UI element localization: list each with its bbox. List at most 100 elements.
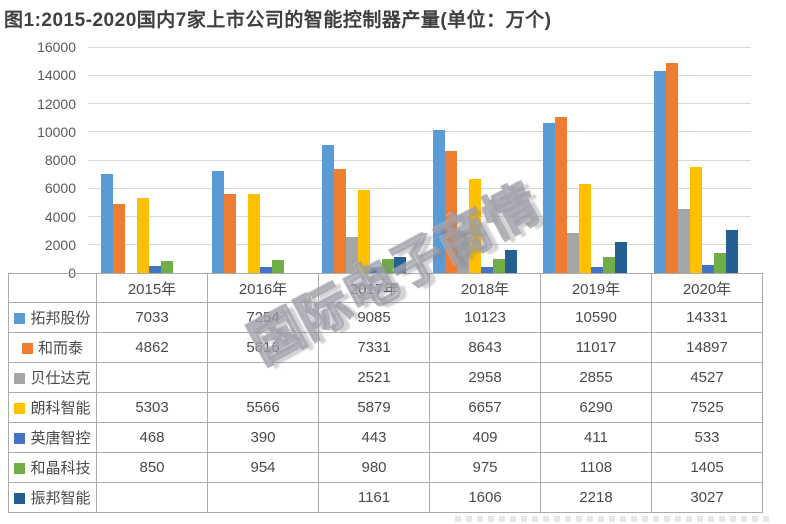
bar-贝仕达克 — [677, 209, 690, 273]
bar-slot — [504, 250, 517, 273]
bar-slot — [358, 190, 371, 273]
bar-振邦智能 — [394, 257, 407, 273]
value-cell: 5879 — [318, 392, 430, 423]
series-name: 贝仕达克 — [30, 370, 91, 387]
table-row-朗科智能: 朗科智能 5303 5566 5879 6657 6290 7525 — [8, 392, 763, 423]
series-name: 朗科智能 — [30, 400, 91, 417]
legend-cell: 和而泰 — [8, 332, 97, 363]
bar-slot — [394, 257, 407, 273]
figure-title: 图1:2015-2020国内7家上市公司的智能控制器产量(单位：万个) — [4, 10, 552, 31]
series-name: 和而泰 — [37, 340, 83, 357]
bar-slot — [579, 184, 592, 273]
legend-cell: 朗科智能 — [8, 392, 97, 423]
value-cell: 9085 — [318, 302, 430, 333]
bar-slot — [432, 130, 445, 273]
bar-slot — [322, 145, 335, 273]
bar-slot — [211, 171, 224, 273]
table-row-拓邦股份: 拓邦股份 7033 7254 9085 10123 10590 14331 — [8, 302, 763, 333]
value-cell — [207, 362, 319, 393]
gridline — [88, 187, 751, 189]
value-cell: 3027 — [651, 482, 763, 513]
value-cell: 2855 — [540, 362, 652, 393]
value-cell: 5616 — [207, 332, 319, 363]
bar-group-2018年 — [420, 47, 531, 273]
y-axis-tick-label: 14000 — [37, 67, 76, 84]
value-cell: 409 — [429, 422, 541, 453]
y-axis-tick-label: 8000 — [44, 152, 76, 168]
bar-和晶科技 — [603, 257, 616, 273]
bar-振邦智能 — [504, 250, 517, 273]
value-cell: 11017 — [540, 332, 652, 363]
series-name: 英唐智控 — [30, 430, 91, 447]
value-cell: 980 — [318, 452, 430, 483]
bar-slot — [113, 204, 126, 273]
bar-slot — [665, 63, 678, 273]
table-corner-cell — [8, 273, 97, 303]
bar-朗科智能 — [468, 179, 481, 273]
bar-和而泰 — [113, 204, 126, 273]
bar-slot — [346, 237, 359, 273]
bar-slot — [615, 242, 628, 273]
bar-slot — [137, 198, 150, 273]
bar-和而泰 — [334, 169, 347, 273]
value-cell: 10590 — [540, 302, 652, 333]
data-table: 2015年 2016年 2017年 2018年 2019年 2020年 拓邦股份 7033 72… — [8, 273, 763, 513]
bar-slot — [701, 265, 714, 273]
value-cell: 6657 — [429, 392, 541, 423]
y-axis-tick-label: 6000 — [44, 180, 76, 197]
faint-source-text-cropped — [455, 516, 772, 522]
bar-和晶科技 — [382, 259, 395, 273]
bar-拓邦股份 — [211, 171, 224, 273]
value-cell: 2218 — [540, 482, 652, 513]
year-header-cell: 2015年 — [96, 273, 208, 303]
bar-slot — [149, 266, 162, 273]
bar-slot — [468, 179, 481, 273]
bar-和而泰 — [223, 194, 236, 273]
series-swatch-icon — [14, 433, 26, 444]
value-cell: 390 — [207, 422, 319, 453]
value-cell: 975 — [429, 452, 541, 483]
bar-英唐智控 — [480, 267, 493, 273]
bar-slot — [725, 230, 738, 273]
bar-slot — [689, 167, 702, 273]
value-cell: 6290 — [540, 392, 652, 423]
legend-cell: 贝仕达克 — [8, 362, 97, 393]
bar-朗科智能 — [247, 194, 260, 273]
legend-cell: 振邦智能 — [8, 482, 97, 513]
bar-朗科智能 — [137, 198, 150, 273]
bar-slot — [713, 253, 726, 273]
bar-slot — [492, 259, 505, 273]
value-cell: 7525 — [651, 392, 763, 423]
bar-slot — [543, 123, 556, 273]
value-cell: 2958 — [429, 362, 541, 393]
value-cell: 468 — [96, 422, 208, 453]
y-axis-tick-label: 16000 — [37, 39, 76, 55]
bar-和晶科技 — [161, 261, 174, 273]
bar-group-2016年 — [199, 47, 310, 273]
value-cell: 1161 — [318, 482, 430, 513]
bar-朗科智能 — [579, 184, 592, 273]
bar-和晶科技 — [271, 260, 284, 273]
value-cell: 7254 — [207, 302, 319, 333]
legend-cell: 和晶科技 — [8, 452, 97, 483]
bar-拓邦股份 — [653, 71, 666, 273]
series-swatch-icon — [14, 313, 26, 324]
gridline — [88, 244, 751, 246]
bar-英唐智控 — [259, 267, 272, 273]
bar-slot — [334, 169, 347, 273]
value-cell: 14331 — [651, 302, 763, 333]
value-cell: 7033 — [96, 302, 208, 333]
bar-英唐智控 — [149, 266, 162, 273]
value-cell: 8643 — [429, 332, 541, 363]
gridline — [88, 159, 751, 161]
year-header-cell: 2020年 — [651, 273, 763, 303]
bar-拓邦股份 — [322, 145, 335, 273]
bar-slot — [555, 117, 568, 273]
series-name: 振邦智能 — [30, 490, 91, 507]
bar-slot — [370, 267, 383, 273]
value-cell: 533 — [651, 422, 763, 453]
value-cell: 5566 — [207, 392, 319, 423]
y-axis-tick-label: 2000 — [44, 236, 76, 253]
gridline — [88, 216, 751, 217]
bar-slot — [480, 267, 493, 273]
